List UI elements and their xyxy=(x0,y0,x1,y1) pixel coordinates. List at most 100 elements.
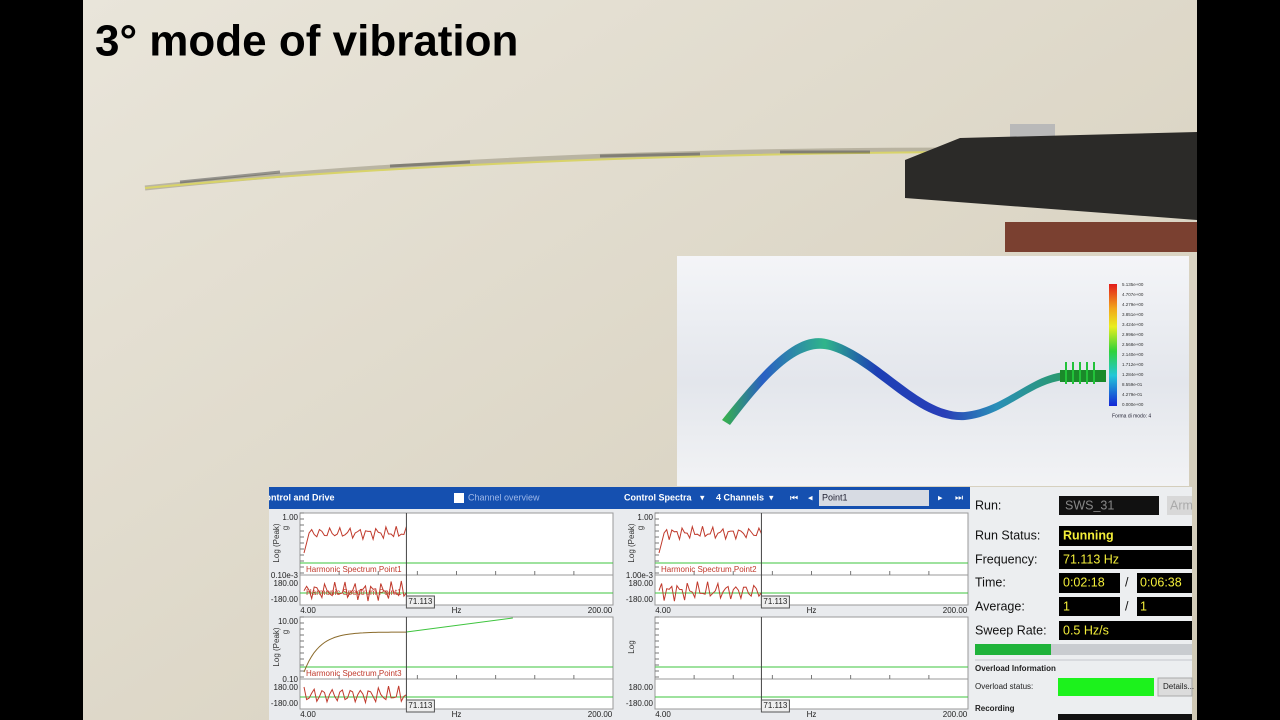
y-tick-label: 1.00e-3 xyxy=(626,571,654,580)
separator: / xyxy=(1125,599,1129,613)
point-select[interactable] xyxy=(819,490,929,506)
x-unit: Hz xyxy=(452,710,462,719)
section-heading: Overload Information xyxy=(975,664,1056,673)
legend-tick: 3.424e+00 xyxy=(1122,322,1144,327)
y-tick-label: 0.10e-3 xyxy=(271,571,299,580)
y-unit: g xyxy=(281,526,290,530)
legend-tick: 1.284e+00 xyxy=(1122,372,1144,377)
magnitude-extension xyxy=(406,617,513,633)
details-label: Details... xyxy=(1163,682,1194,691)
x-tick-label: 200.00 xyxy=(943,710,968,719)
overview-checkbox[interactable] xyxy=(454,493,464,503)
toolbar-icon[interactable]: ▾ xyxy=(769,492,774,502)
status-label: Sweep Rate: xyxy=(975,623,1047,637)
x-unit: Hz xyxy=(807,710,817,719)
legend-tick: 2.140e+00 xyxy=(1122,352,1144,357)
video-title: 3° mode of vibration xyxy=(95,17,518,66)
cursor-box xyxy=(405,699,435,713)
y-tick-label: 180.00 xyxy=(629,683,654,692)
toolbar-icon[interactable]: ⏭ xyxy=(955,492,963,502)
time-total-box xyxy=(1137,573,1192,593)
fea-caption: Forma di modo: 4 xyxy=(1112,413,1151,419)
toolbar-overview: Channel overview xyxy=(468,492,540,502)
toolbar-point: Point1 xyxy=(822,492,848,502)
y-tick-label: 180.00 xyxy=(274,579,299,588)
section-heading: Recording xyxy=(975,704,1015,713)
status-value: 71.113 Hz xyxy=(1063,552,1119,566)
toolbar xyxy=(269,487,970,509)
magnitude-trace xyxy=(658,524,762,554)
y-tick-label: -180.00 xyxy=(271,595,299,604)
magnitude-trace xyxy=(303,525,407,554)
toolbar-icon[interactable]: ◂ xyxy=(808,492,813,502)
toolbar-channels: 4 Channels xyxy=(716,492,764,502)
y-axis-label: Log (Peak) xyxy=(627,523,636,562)
legend-tick: 2.996e+00 xyxy=(1122,332,1144,337)
fea-constraints xyxy=(1065,362,1095,384)
y-axis-label: Log xyxy=(627,640,636,653)
cursor-box xyxy=(760,699,790,713)
average-total-box xyxy=(1137,597,1192,616)
status-label: Run: xyxy=(975,498,1001,512)
cursor-box xyxy=(405,595,435,609)
plot-area xyxy=(299,512,614,606)
status-box xyxy=(1059,526,1192,546)
y-unit: g xyxy=(281,630,290,634)
legend-tick: 3.851e+00 xyxy=(1122,312,1144,317)
y-tick-label: 180.00 xyxy=(274,683,299,692)
details-button[interactable] xyxy=(1157,677,1193,697)
y-tick-label: 0.10 xyxy=(282,675,298,684)
y-tick-label: 180.00 xyxy=(629,579,654,588)
x-tick-label: 200.00 xyxy=(588,710,613,719)
x-tick-label: 4.00 xyxy=(655,710,671,719)
fea-beam xyxy=(722,338,1065,425)
magnitude-trace xyxy=(303,631,407,673)
status-value: 1 xyxy=(1140,599,1147,613)
sweep-box xyxy=(1059,621,1192,640)
recording-box xyxy=(1058,714,1192,720)
plot-area xyxy=(654,616,969,710)
cursor-label: 71.113 xyxy=(763,701,787,710)
run-box xyxy=(1059,496,1159,515)
average-box xyxy=(1059,597,1120,616)
x-unit: Hz xyxy=(807,606,817,615)
progress-track xyxy=(975,644,1192,655)
trace-label: Harmonic Spectrum Point2 xyxy=(661,565,757,574)
x-tick-label: 4.00 xyxy=(655,606,671,615)
status-label: Run Status: xyxy=(975,528,1040,542)
overload-label: Overload status: xyxy=(975,682,1033,691)
arm-button[interactable] xyxy=(1167,496,1192,515)
toolbar-icon[interactable]: ▸ xyxy=(938,492,943,502)
run-value: SWS_31 xyxy=(1065,498,1114,512)
time-box xyxy=(1059,573,1120,593)
trace-label: Harmonic Spectrum Point1 xyxy=(306,588,402,597)
legend-tick: 4.279e+00 xyxy=(1122,302,1144,307)
toolbar-view: Control Spectra xyxy=(624,492,693,502)
x-tick-label: 200.00 xyxy=(588,606,613,615)
clamp xyxy=(905,132,1197,220)
status-value: 0:06:38 xyxy=(1140,575,1182,589)
plot-area xyxy=(299,616,614,710)
y-tick-label: -180.00 xyxy=(626,595,654,604)
y-unit: g xyxy=(636,526,645,530)
y-tick-label: -180.00 xyxy=(271,699,299,708)
toolbar-icon[interactable]: ▾ xyxy=(700,492,705,502)
status-label: Frequency: xyxy=(975,552,1038,566)
frequency-box xyxy=(1059,550,1192,569)
y-tick-label: 1.00 xyxy=(282,513,298,522)
legend-tick: 4.707e+00 xyxy=(1122,292,1144,297)
cursor-label: 71.113 xyxy=(408,597,432,606)
x-tick-label: 200.00 xyxy=(943,606,968,615)
status-label: Time: xyxy=(975,575,1006,589)
plot-area xyxy=(654,512,969,606)
y-axis-label: Log (Peak) xyxy=(272,627,281,666)
y-tick-label: 10.00 xyxy=(278,617,299,626)
trace-label: Harmonic Spectrum Point1 xyxy=(306,565,402,574)
status-value: Running xyxy=(1063,528,1114,542)
phase-trace xyxy=(658,581,762,602)
phase-trace xyxy=(303,685,407,705)
toolbar-icon[interactable]: ⏮ xyxy=(790,492,798,502)
y-tick-label: 1.00 xyxy=(637,513,653,522)
